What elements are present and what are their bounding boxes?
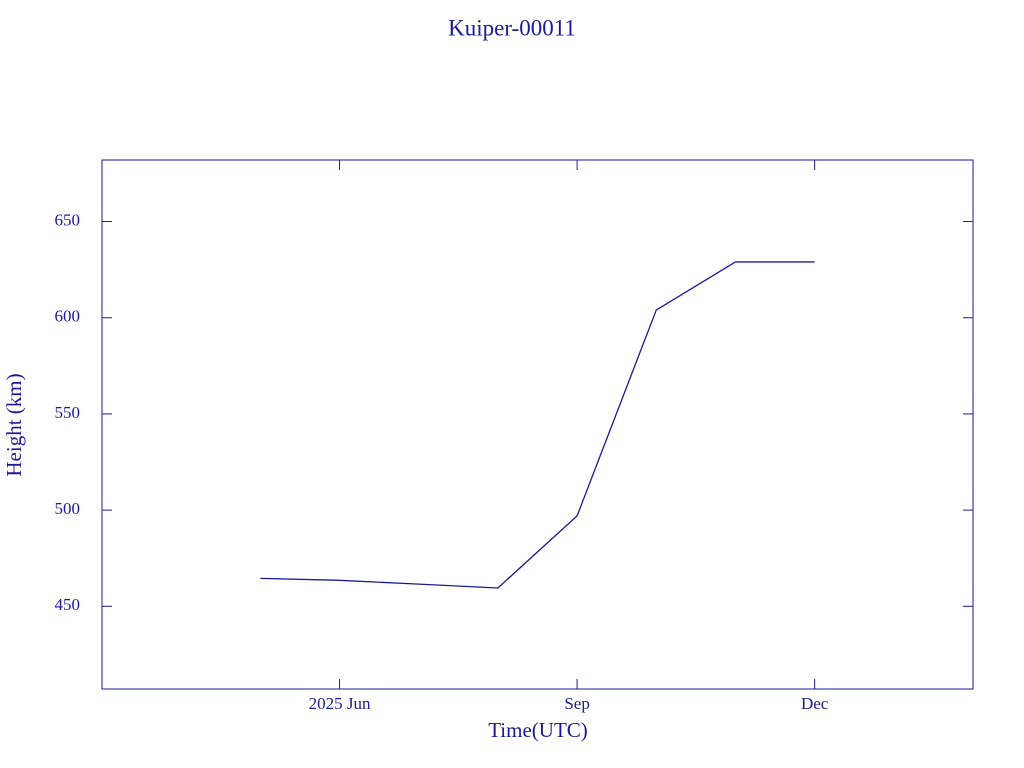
y-tick-label: 500 [55, 499, 81, 518]
chart-title: Kuiper-00011 [448, 15, 576, 40]
data-line [260, 261, 815, 589]
y-tick-label: 550 [55, 403, 81, 422]
y-tick-label: 650 [55, 210, 81, 229]
y-axis-label: Height (km) [2, 373, 26, 476]
y-tick-label: 450 [55, 595, 81, 614]
x-axis-label: Time(UTC) [488, 718, 588, 742]
x-tick-label: Dec [801, 694, 829, 713]
x-tick-label: Sep [564, 694, 590, 713]
plot-frame [101, 159, 974, 690]
y-tick-label: 600 [55, 307, 81, 326]
x-tick-label: 2025 Jun [309, 694, 371, 713]
